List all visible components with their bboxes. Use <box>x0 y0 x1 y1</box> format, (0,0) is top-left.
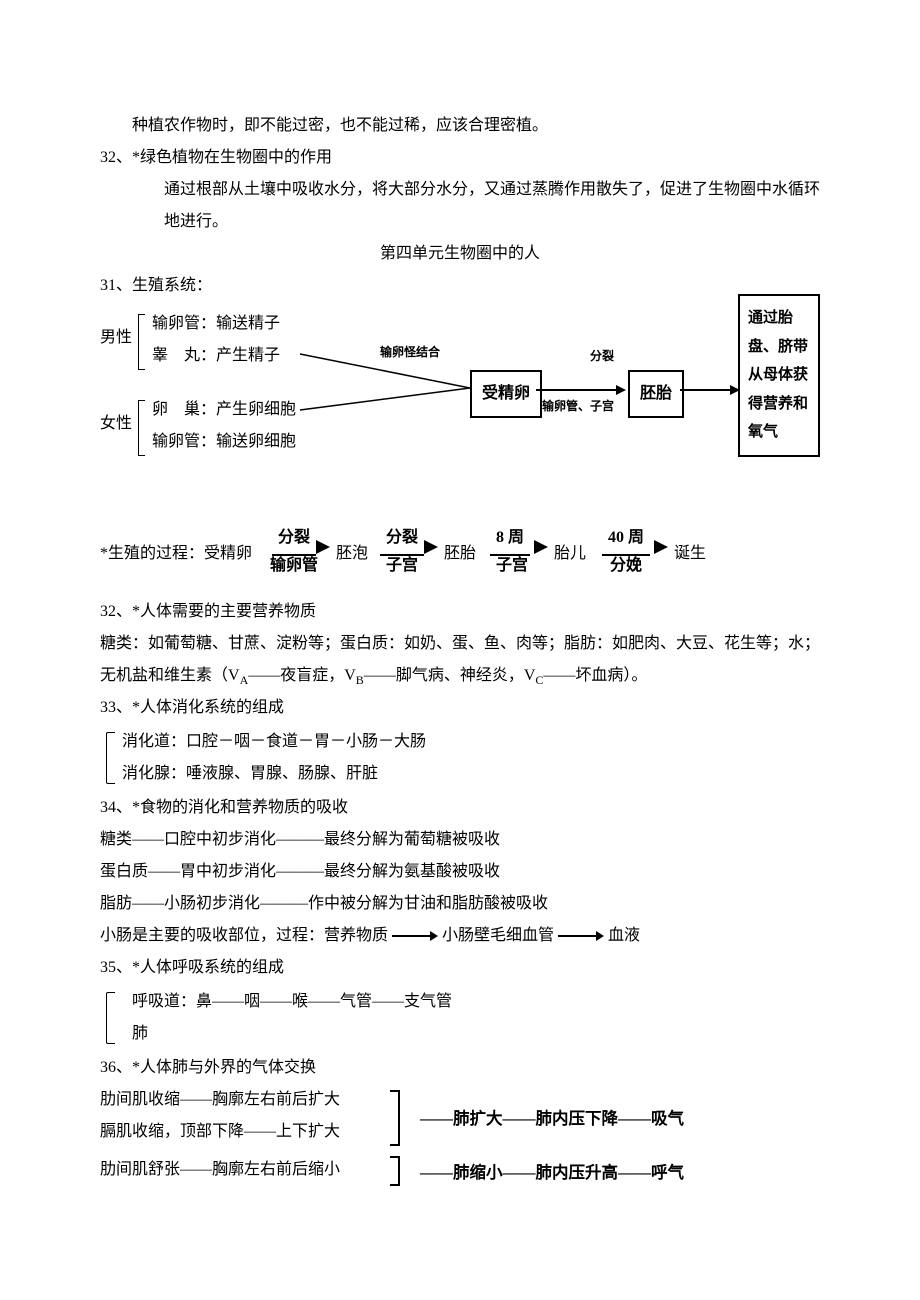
arrow4-bot: 分娩 <box>604 550 648 582</box>
arrow2-head <box>424 540 442 554</box>
female-line1: 卵 巢：产生卵细胞 <box>152 394 296 426</box>
item-32-green-plants: 32、*绿色植物在生物圈中的作用 <box>100 142 820 174</box>
arrow3-head <box>534 540 552 554</box>
split-label: 分裂 <box>590 344 614 368</box>
node3: 胎儿 <box>554 538 586 570</box>
nutrients-text-3: ——脚气病、神经炎，V <box>364 667 536 684</box>
exhale-l: 肋间肌舒张——胸廓左右前后缩小 <box>100 1154 340 1186</box>
item-34-title: 34、*食物的消化和营养物质的吸收 <box>100 792 820 824</box>
item-32b-body: 糖类：如葡萄糖、甘蔗、淀粉等；蛋白质：如奶、蛋、鱼、肉等；脂肪：如肥肉、大豆、花… <box>100 628 820 692</box>
digestive-brace-block: 消化道：口腔－咽－食道－胃－小肠－大肠 消化腺：唾液腺、胃腺、肠腺、肝脏 <box>100 726 820 790</box>
male-label: 男性 <box>100 322 132 354</box>
absorption-line: 小肠是主要的吸收部位，过程：营养物质 小肠壁毛细血管 血液 <box>100 920 820 952</box>
item-33-title: 33、*人体消化系统的组成 <box>100 692 820 724</box>
item-35-title: 35、*人体呼吸系统的组成 <box>100 952 820 984</box>
lung: 肺 <box>122 1018 820 1050</box>
va-sub: A <box>240 673 249 687</box>
female-brace <box>138 400 145 456</box>
combine-label: 输卵怪结合 <box>380 340 440 364</box>
reproduction-process-flow: *生殖的过程：受精卵 分裂 输卵管 胚泡 分裂 子宫 胚胎 8 周 子宫 胎儿 … <box>100 520 820 584</box>
arrow3-bot: 子宫 <box>490 550 534 582</box>
item-36-title: 36、*人体肺与外界的气体交换 <box>100 1052 820 1084</box>
unit4-title: 第四单元生物圈中的人 <box>100 238 820 270</box>
tube-uterus-label: 输卵管、子宫 <box>542 394 614 418</box>
arrow2-bot: 子宫 <box>380 550 424 582</box>
arrow4-head <box>654 540 672 554</box>
fertilized-egg-box: 受精卵 <box>470 370 542 418</box>
inhale-l2: 膈肌收缩，顶部下降——上下扩大 <box>100 1116 340 1148</box>
planting-note: 种植农作物时，即不能过密，也不能过稀，应该合理密植。 <box>100 110 820 142</box>
arrow1-bot: 输卵管 <box>264 550 324 582</box>
node1: 胚泡 <box>336 538 368 570</box>
nutrients-text-2: ——夜盲症，V <box>248 667 356 684</box>
female-label: 女性 <box>100 408 132 440</box>
item-32b-title: 32、*人体需要的主要营养物质 <box>100 596 820 628</box>
embryo-box: 胚胎 <box>628 370 684 418</box>
inhale-brace <box>390 1090 400 1146</box>
respiratory-tract: 呼吸道：鼻——咽——喉——气管——支气管 <box>122 986 820 1018</box>
node4: 诞生 <box>674 538 706 570</box>
digestive-brace <box>106 732 115 784</box>
respiratory-brace <box>106 992 115 1044</box>
node2: 胚胎 <box>444 538 476 570</box>
placenta-box: 通过胎盘、脐带从母体获得营养和氧气 <box>738 294 820 457</box>
exhale-result: ——肺缩小——肺内压升高——呼气 <box>420 1156 684 1189</box>
absorb-arrow-2 <box>558 932 604 942</box>
inhale-block: 肋间肌收缩——胸廓左右前后扩大 膈肌收缩，顶部下降——上下扩大 ——肺扩大——肺… <box>100 1084 820 1154</box>
reproductive-diagram: 男性 输卵管：输送精子 睾 丸：产生精子 女性 卵 巢：产生卵细胞 输卵管：输送… <box>100 308 820 508</box>
process-lead: *生殖的过程：受精卵 <box>100 538 252 570</box>
arrow1-head <box>316 540 334 554</box>
male-line1: 输卵管：输送精子 <box>152 308 280 340</box>
male-brace <box>138 314 145 370</box>
absorb-c: 血液 <box>608 927 640 944</box>
absorb-arrow-1 <box>392 932 438 942</box>
inhale-result: ——肺扩大——肺内压下降——吸气 <box>420 1102 684 1135</box>
absorb-a: 小肠是主要的吸收部位，过程：营养物质 <box>100 927 388 944</box>
absorb-b: 小肠壁毛细血管 <box>442 927 554 944</box>
respiratory-brace-block: 呼吸道：鼻——咽——喉——气管——支气管 肺 <box>100 986 820 1050</box>
digest-protein: 蛋白质——胃中初步消化———最终分解为氨基酸被吸收 <box>100 856 820 888</box>
nutrients-text-4: ——坏血病）。 <box>543 667 647 684</box>
digestive-tract: 消化道：口腔－咽－食道－胃－小肠－大肠 <box>122 726 820 758</box>
digest-carbs: 糖类——口腔中初步消化———最终分解为葡萄糖被吸收 <box>100 824 820 856</box>
item-32-body: 通过根部从土壤中吸收水分，将大部分水分，又通过蒸腾作用散失了，促进了生物圈中水循… <box>100 174 820 238</box>
female-line2: 输卵管：输送卵细胞 <box>152 426 296 458</box>
inhale-l1: 肋间肌收缩——胸廓左右前后扩大 <box>100 1084 340 1116</box>
arrow-to-bigbox <box>680 382 740 398</box>
item-31-title: 31、生殖系统： <box>100 270 820 302</box>
digestive-glands: 消化腺：唾液腺、胃腺、肠腺、肝脏 <box>122 758 820 790</box>
exhale-brace <box>390 1156 400 1186</box>
male-line2: 睾 丸：产生精子 <box>152 340 280 372</box>
vb-sub: B <box>356 673 364 687</box>
digest-fat: 脂肪——小肠初步消化———作中被分解为甘油和脂肪酸被吸收 <box>100 888 820 920</box>
exhale-block: 肋间肌舒张——胸廓左右前后缩小 ——肺缩小——肺内压升高——呼气 <box>100 1154 820 1196</box>
